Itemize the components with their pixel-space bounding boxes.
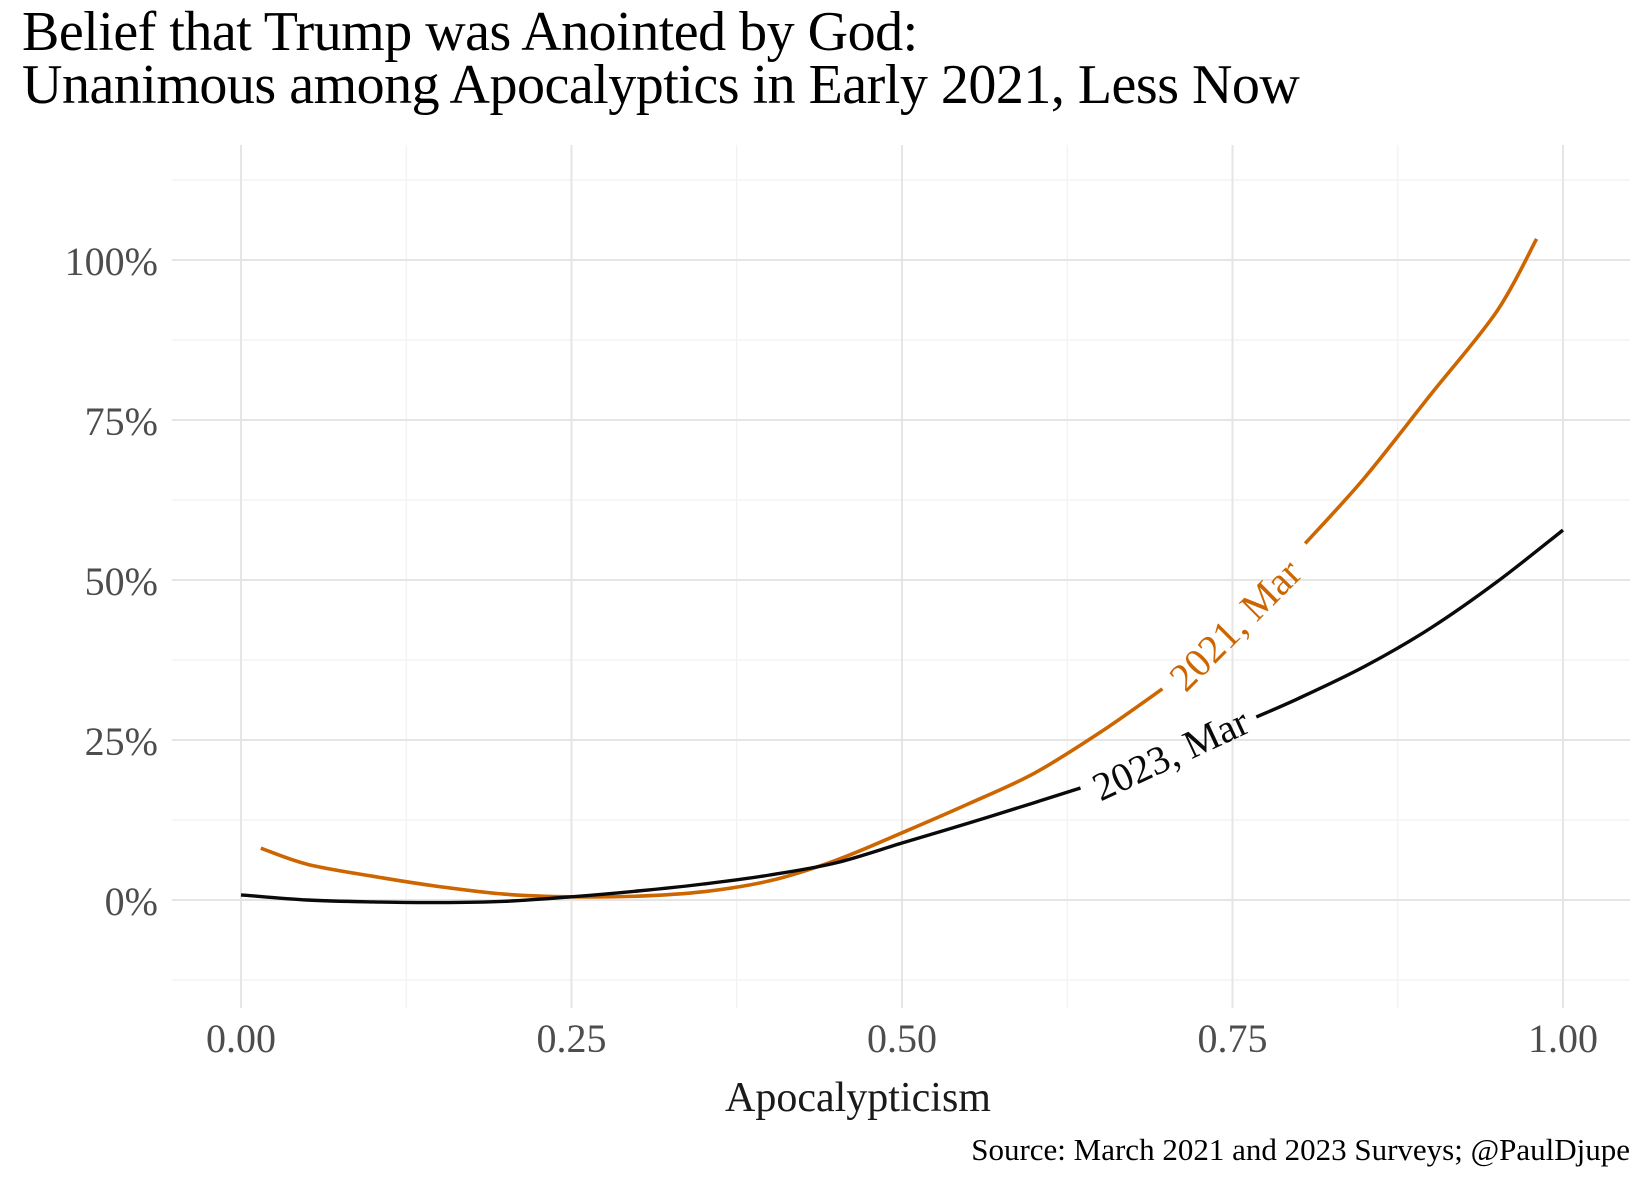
x-tick-label: 0.00 [206, 1016, 276, 1061]
x-axis-title: Apocalypticism [725, 1075, 991, 1121]
series-line-2023-mar [240, 786, 1082, 905]
y-tick-label: 100% [65, 239, 158, 284]
y-tick-label: 0% [105, 879, 158, 924]
x-tick-label: 0.75 [1198, 1016, 1268, 1061]
x-tick-label: 1.00 [1528, 1016, 1598, 1061]
y-tick-label: 75% [85, 399, 158, 444]
curve-label-2021-mar: 2021, Mar [1160, 550, 1310, 700]
series-line-2021-mar [1303, 238, 1539, 545]
y-tick-label: 50% [85, 559, 158, 604]
x-tick-label: 0.50 [867, 1016, 937, 1061]
chart-title: Belief that Trump was Anointed by God: U… [22, 1, 1300, 116]
curve-label-2023-mar: 2023, Mar [1085, 699, 1255, 810]
chart-caption: Source: March 2021 and 2023 Surveys; @Pa… [971, 1132, 1630, 1167]
x-tick-label: 0.25 [537, 1016, 607, 1061]
series-line-2021-mar [260, 687, 1164, 899]
chart-title-line1: Belief that Trump was Anointed by God: [22, 1, 918, 63]
y-tick-label: 25% [85, 719, 158, 764]
series-line-2023-mar [1255, 528, 1565, 719]
chart-title-line2: Unanimous among Apocalyptics in Early 20… [22, 54, 1300, 116]
